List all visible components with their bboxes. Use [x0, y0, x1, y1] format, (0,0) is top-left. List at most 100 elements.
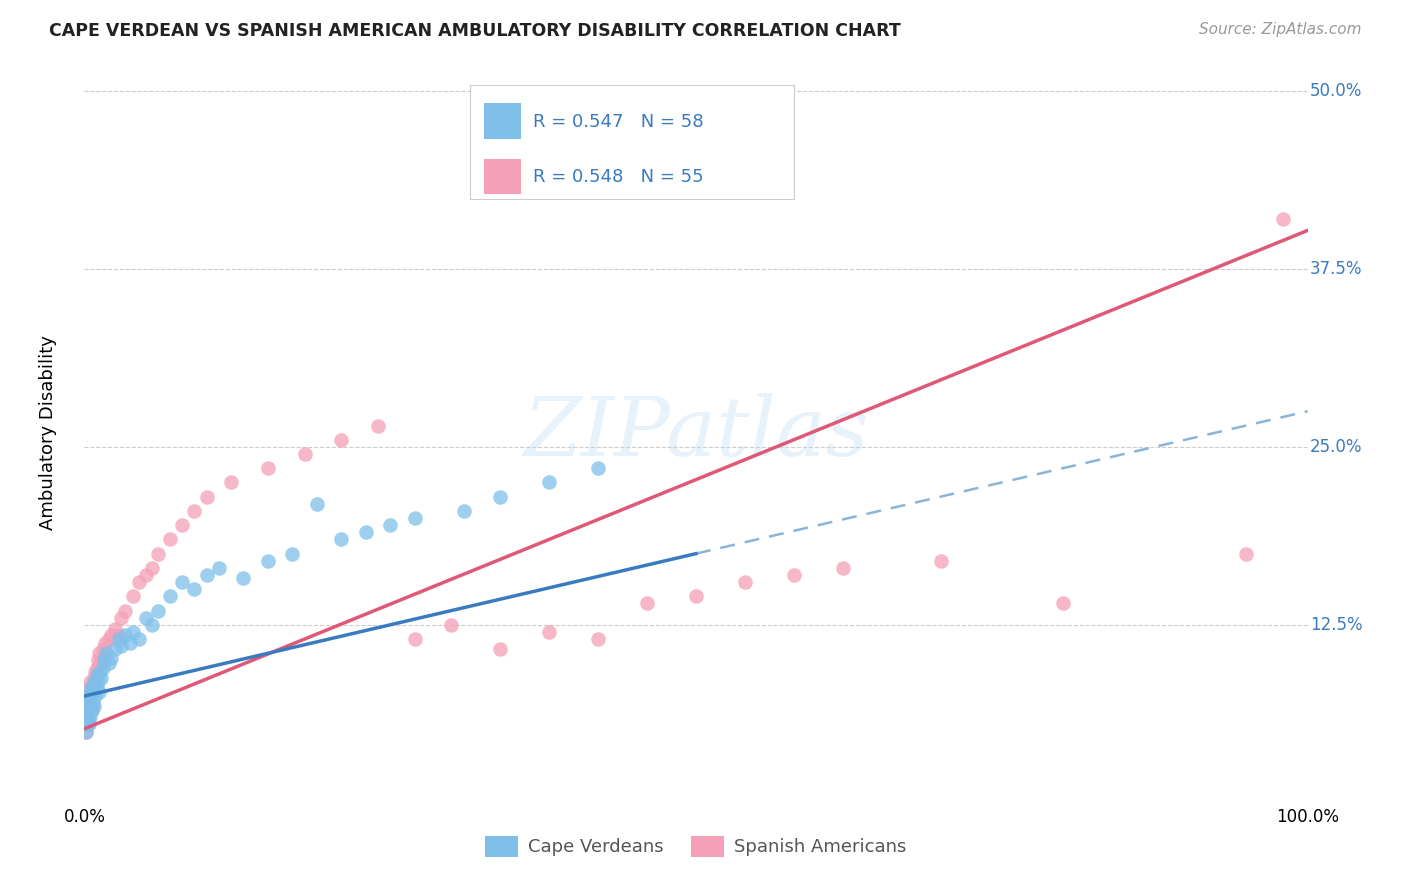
- Point: [257, 554, 280, 568]
- Point: [172, 518, 194, 533]
- Point: [257, 461, 280, 475]
- Point: [77, 698, 100, 713]
- Point: [77, 713, 100, 727]
- FancyBboxPatch shape: [484, 103, 522, 138]
- Point: [77, 698, 100, 713]
- FancyBboxPatch shape: [484, 159, 522, 194]
- Point: [87, 646, 110, 660]
- Point: [929, 554, 952, 568]
- Point: [80, 685, 103, 699]
- Point: [141, 617, 163, 632]
- Point: [294, 447, 316, 461]
- Point: [685, 590, 707, 604]
- Point: [135, 568, 157, 582]
- Point: [89, 657, 111, 671]
- Point: [80, 685, 103, 699]
- Point: [82, 679, 104, 693]
- Point: [159, 533, 181, 547]
- Point: [128, 632, 150, 646]
- Point: [305, 497, 328, 511]
- Point: [79, 674, 101, 689]
- Point: [83, 674, 105, 689]
- Point: [146, 547, 169, 561]
- Point: [281, 547, 304, 561]
- Point: [734, 575, 756, 590]
- Point: [146, 604, 169, 618]
- Text: Ambulatory Disability: Ambulatory Disability: [38, 335, 56, 530]
- Point: [404, 632, 426, 646]
- Point: [89, 665, 111, 679]
- Point: [77, 713, 100, 727]
- Point: [80, 703, 103, 717]
- Point: [86, 667, 108, 681]
- Point: [586, 632, 609, 646]
- Point: [110, 610, 132, 624]
- Point: [1052, 597, 1074, 611]
- Point: [141, 561, 163, 575]
- Point: [114, 604, 136, 618]
- Point: [330, 433, 353, 447]
- Point: [110, 639, 132, 653]
- Point: [114, 628, 136, 642]
- Point: [84, 689, 107, 703]
- Point: [79, 693, 101, 707]
- Point: [75, 703, 97, 717]
- Point: [75, 710, 97, 724]
- Point: [86, 681, 108, 696]
- Text: 25.0%: 25.0%: [1310, 438, 1362, 456]
- Point: [354, 525, 377, 540]
- Point: [82, 679, 104, 693]
- Point: [79, 710, 101, 724]
- Point: [76, 693, 98, 707]
- Point: [195, 490, 218, 504]
- Text: R = 0.548   N = 55: R = 0.548 N = 55: [533, 169, 704, 186]
- Point: [208, 561, 231, 575]
- Point: [122, 624, 145, 639]
- Text: 12.5%: 12.5%: [1310, 615, 1362, 634]
- Point: [122, 590, 145, 604]
- Point: [83, 671, 105, 685]
- Point: [87, 674, 110, 689]
- Point: [380, 518, 402, 533]
- Point: [489, 490, 512, 504]
- Text: R = 0.547   N = 58: R = 0.547 N = 58: [533, 112, 704, 130]
- Point: [1272, 212, 1295, 227]
- Point: [183, 582, 205, 597]
- Point: [77, 689, 100, 703]
- Point: [183, 504, 205, 518]
- Point: [232, 571, 254, 585]
- Point: [75, 724, 97, 739]
- Point: [96, 646, 118, 660]
- Legend: Cape Verdeans, Spanish Americans: Cape Verdeans, Spanish Americans: [478, 829, 914, 864]
- Point: [100, 628, 122, 642]
- Point: [104, 642, 127, 657]
- Point: [586, 461, 609, 475]
- Point: [195, 568, 218, 582]
- Text: 50.0%: 50.0%: [1310, 82, 1362, 100]
- Text: 37.5%: 37.5%: [1310, 260, 1362, 278]
- Point: [135, 610, 157, 624]
- Point: [77, 681, 100, 696]
- Point: [104, 622, 127, 636]
- Point: [79, 681, 101, 696]
- Point: [77, 696, 100, 710]
- Point: [831, 561, 853, 575]
- Point: [107, 628, 129, 642]
- Point: [90, 671, 112, 685]
- Point: [77, 689, 100, 703]
- Point: [76, 717, 98, 731]
- Point: [82, 696, 104, 710]
- Point: [128, 575, 150, 590]
- Point: [538, 624, 561, 639]
- Point: [367, 418, 389, 433]
- Point: [76, 710, 98, 724]
- Point: [100, 650, 122, 665]
- Point: [91, 660, 114, 674]
- Point: [93, 653, 115, 667]
- Point: [538, 475, 561, 490]
- Point: [404, 511, 426, 525]
- Point: [453, 504, 475, 518]
- Point: [440, 617, 463, 632]
- Text: Source: ZipAtlas.com: Source: ZipAtlas.com: [1198, 22, 1361, 37]
- Text: ZIPatlas: ZIPatlas: [523, 392, 869, 473]
